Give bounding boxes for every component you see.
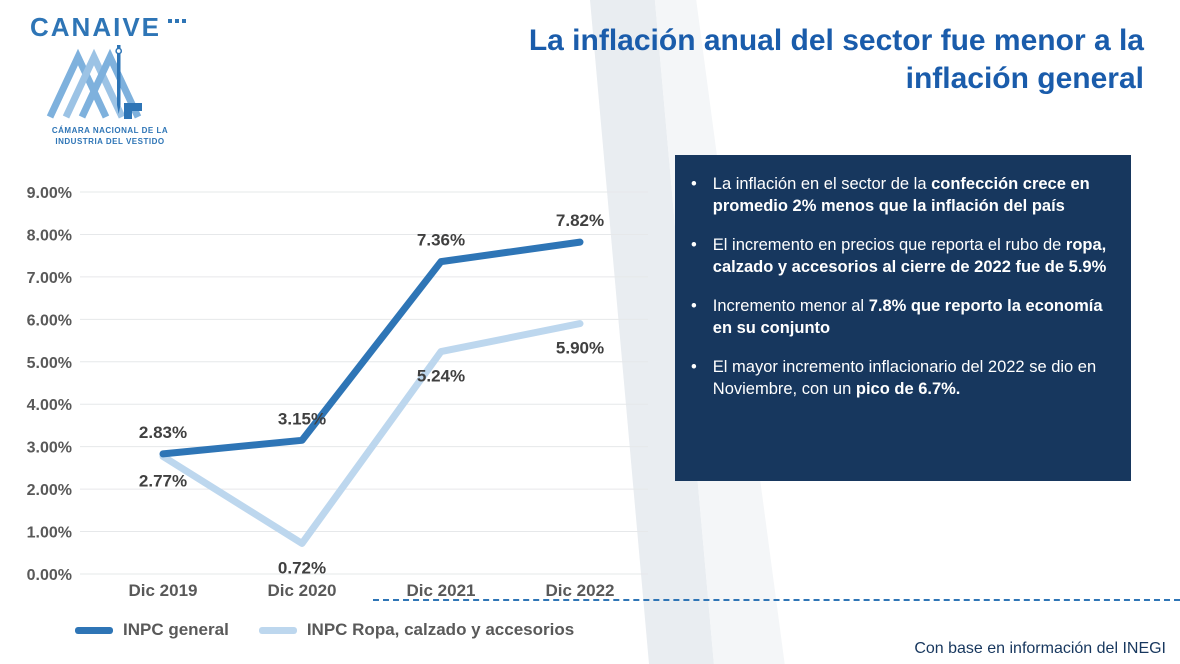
- y-tick-label: 7.00%: [27, 270, 72, 287]
- bullet-marker: •: [691, 357, 697, 376]
- logo-subtitle-line2: INDUSTRIA DEL VESTIDO: [55, 137, 165, 147]
- page-title: La inflación anual del sector fue menor …: [528, 24, 1144, 96]
- legend-item: INPC Ropa, calzado y accesorios: [258, 620, 575, 640]
- canaive-logo-mark: [46, 45, 142, 119]
- legend-label: INPC general: [123, 620, 229, 639]
- legend-swatch: [75, 626, 113, 634]
- bullet-text: El incremento en precios que reporta el …: [712, 235, 1107, 276]
- legend-label: INPC Ropa, calzado y accesorios: [306, 620, 575, 639]
- x-tick-label: Dic 2020: [268, 581, 337, 600]
- logo-subtitle-line1: CÁMARA NACIONAL DE LA: [51, 126, 169, 135]
- logo-subtitle: CÁMARA NACIONAL DE LA INDUSTRIA DEL VEST…: [30, 125, 190, 147]
- x-tick-label: Dic 2022: [546, 581, 615, 600]
- data-label: 2.83%: [139, 423, 187, 442]
- data-label: 5.90%: [556, 339, 604, 358]
- series-line: [159, 238, 584, 458]
- bullet-item: • El mayor incremento inflacionario del …: [691, 357, 1109, 401]
- bullet-text: El mayor incremento inflacionario del 20…: [712, 357, 1097, 398]
- x-tick-label: Dic 2021: [407, 581, 476, 600]
- data-label: 2.77%: [139, 471, 187, 490]
- bullet-item: • La inflación en el sector de la confec…: [691, 174, 1109, 218]
- line-chart: 0.00% 1.00% 2.00% 3.00% 4.00% 5.00% 6.00% 7.00%…: [27, 185, 648, 600]
- legend-item: INPC general: [75, 620, 229, 640]
- chart-legend: INPC general INPC Ropa, calzado y acceso…: [75, 620, 574, 640]
- canaive-logo: CANAIVE CÁMARA NACIONAL DE LA INDUSTRIA …: [30, 12, 200, 147]
- bullet-text: La inflación en el sector de la confecci…: [712, 175, 1090, 215]
- data-label: 7.36%: [417, 231, 465, 250]
- source-note: Con base en información del INEGI: [914, 640, 1166, 657]
- bullet-text: Incremento menor al 7.8% que reporto la …: [712, 296, 1103, 337]
- bullet-marker: •: [691, 235, 697, 254]
- y-tick-label: 5.00%: [27, 355, 72, 372]
- data-label: 5.24%: [417, 367, 465, 386]
- y-tick-label: 2.00%: [27, 482, 72, 499]
- bullet-marker: •: [691, 175, 697, 193]
- dashed-separator: [373, 599, 1180, 601]
- data-label: 0.72%: [278, 558, 326, 577]
- legend-swatch: [258, 626, 297, 634]
- brand-label: CANAIVE: [30, 12, 162, 42]
- y-tick-label: 4.00%: [27, 397, 72, 414]
- series-line: [159, 320, 584, 547]
- data-label: 3.15%: [278, 409, 326, 428]
- bullet-item: • Incremento menor al 7.8% que reporto l…: [691, 296, 1109, 340]
- bullet-item: • El incremento en precios que reporta e…: [691, 235, 1109, 279]
- y-tick-label: 1.00%: [27, 525, 72, 542]
- y-tick-label: 8.00%: [27, 227, 72, 244]
- brand-dots: [168, 19, 187, 23]
- data-label: 7.82%: [556, 211, 604, 230]
- info-box: • La inflación en el sector de la confec…: [675, 155, 1131, 481]
- y-tick-label: 0.00%: [27, 567, 72, 584]
- y-tick-label: 3.00%: [27, 440, 72, 457]
- brand-text: CANAIVE: [30, 12, 200, 43]
- y-tick-label: 6.00%: [27, 312, 72, 329]
- y-tick-label: 9.00%: [27, 185, 72, 202]
- bullet-list: • La inflación en el sector de la confec…: [691, 174, 1109, 401]
- x-tick-label: Dic 2019: [129, 581, 198, 600]
- bullet-marker: •: [691, 296, 697, 315]
